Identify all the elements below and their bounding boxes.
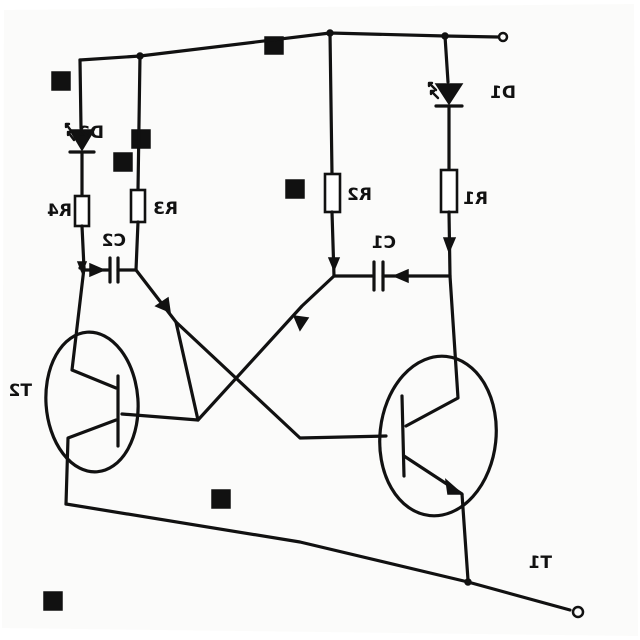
wire-to-t1-base	[174, 320, 388, 440]
current-arrow-icon	[442, 237, 457, 255]
led-arrow-icon	[429, 89, 440, 100]
redaction-block	[51, 71, 71, 91]
supply-terminal[interactable]	[497, 31, 509, 43]
label-r4: R4	[47, 201, 72, 221]
wire-r3-to-t2	[120, 268, 200, 422]
collector-lead	[70, 266, 118, 390]
ground-terminal[interactable]	[571, 605, 585, 619]
capacitor-c2	[80, 256, 138, 284]
wire-r2-crossover	[196, 274, 336, 422]
label-t1: T1	[529, 553, 552, 573]
led-arrow-icon	[66, 130, 76, 142]
current-arrow-icon	[89, 262, 106, 278]
component-labels: D2 D1 R4 R3 R2 R1 C2 C1 T2 T1	[9, 83, 552, 573]
redaction-block	[131, 129, 151, 149]
resistor-r1	[439, 168, 459, 214]
wire	[136, 54, 142, 192]
label-r3: R3	[153, 199, 178, 219]
label-d1: D1	[490, 83, 516, 103]
redaction-block	[285, 179, 305, 199]
redaction-block	[43, 591, 63, 611]
transistor-t2-body	[44, 330, 140, 474]
left-led-branch	[64, 58, 96, 275]
current-arrow-icon	[154, 296, 171, 314]
label-t2: T2	[9, 381, 32, 401]
diode-d2-symbol	[68, 129, 96, 152]
ground-rail	[64, 502, 585, 619]
diode-d1-symbol	[434, 83, 464, 106]
r2-branch	[323, 31, 342, 278]
transistor-t1	[378, 274, 498, 582]
led-arrow-icon	[64, 122, 74, 134]
wire	[443, 34, 450, 84]
label-c1: C1	[372, 233, 396, 253]
resistor-r2	[323, 172, 342, 214]
redaction-block	[113, 152, 133, 172]
led-arrow-icon	[427, 81, 438, 92]
label-r1: R1	[463, 189, 488, 209]
transistor-t2	[44, 266, 140, 506]
emitter-arrow-icon	[444, 478, 464, 495]
redaction-marks	[43, 36, 305, 611]
label-d2: D2	[78, 123, 104, 143]
wire	[134, 220, 140, 272]
capacitor-c1	[332, 260, 452, 292]
label-r2: R2	[347, 185, 372, 205]
cross-coupling	[120, 268, 388, 440]
redaction-block	[211, 489, 231, 509]
collector-lead	[404, 274, 460, 428]
junction-dot	[464, 578, 472, 586]
resistor-r3	[129, 188, 147, 224]
base-bar	[400, 394, 406, 478]
current-arrow-icon	[327, 257, 341, 272]
emitter-lead	[64, 418, 118, 506]
transistor-t1-body	[378, 354, 498, 518]
right-led-branch	[427, 34, 464, 278]
wire	[328, 31, 334, 176]
r3-branch	[129, 54, 147, 272]
bottom-wire	[64, 502, 572, 612]
resistor-r4	[73, 194, 91, 228]
current-arrow-icon	[292, 315, 310, 332]
label-c2: C2	[102, 231, 126, 251]
wire	[78, 58, 83, 130]
current-arrow-icon	[392, 268, 409, 284]
paper-sheet	[2, 4, 638, 636]
